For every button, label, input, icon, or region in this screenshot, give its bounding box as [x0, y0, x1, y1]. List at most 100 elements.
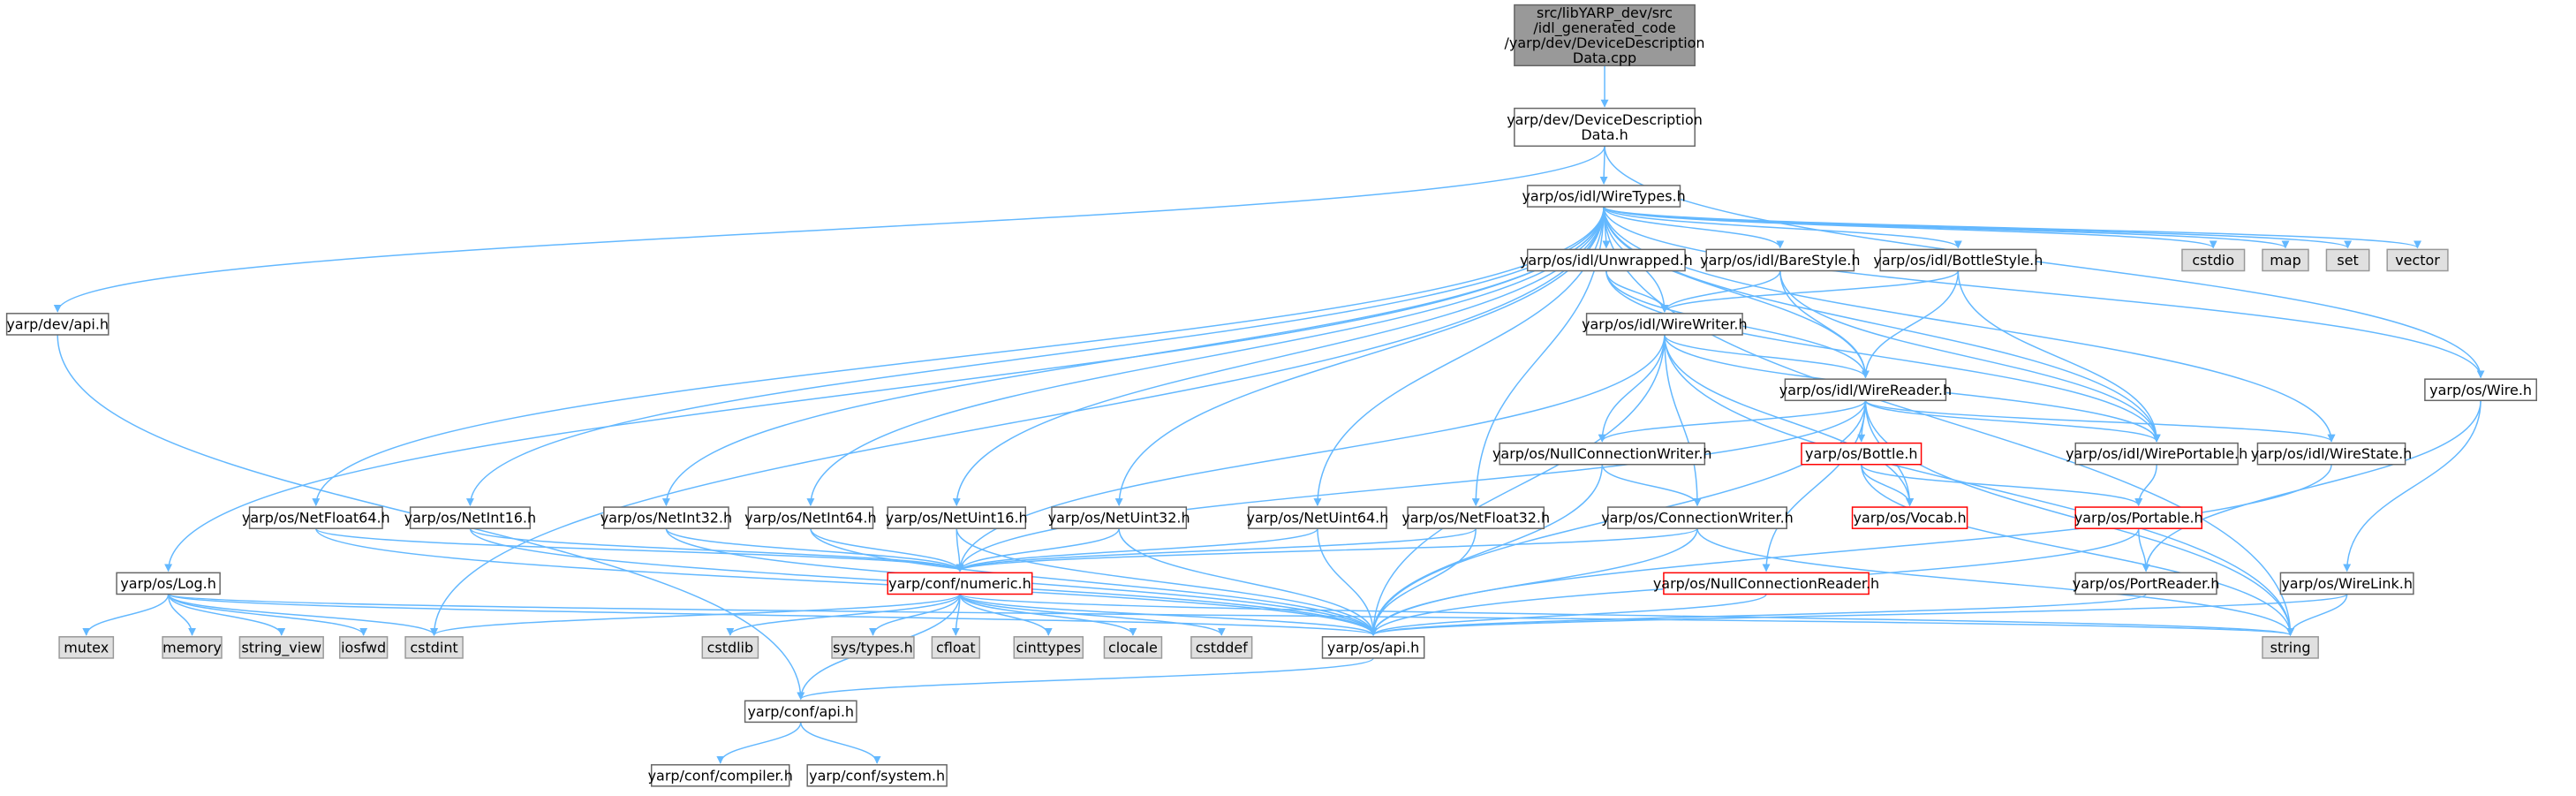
- file-node: yarp/os/NetUint16.h: [886, 506, 1028, 529]
- dependency-edge: [1861, 464, 1915, 507]
- dependency-edge: [430, 207, 1605, 636]
- file-node: yarp/os/idl/WireState.h: [2251, 442, 2412, 466]
- node-label: yarp/os/ConnectionWriter.h: [1601, 510, 1794, 527]
- node-label: Data.h: [1581, 126, 1628, 143]
- node-label: cstdint: [410, 639, 457, 656]
- node-label: string_view: [241, 639, 321, 656]
- dependency-edge: [869, 594, 961, 636]
- file-node: vector: [2386, 248, 2449, 272]
- node-box: [1514, 4, 1696, 67]
- node-box: [409, 506, 531, 529]
- dependency-edge: [466, 207, 1605, 507]
- node-label: yarp/os/NullConnectionReader.h: [1653, 575, 1879, 592]
- node-label: yarp/os/idl/BottleStyle.h: [1873, 252, 2043, 269]
- node-label: cstddef: [1196, 639, 1248, 656]
- node-box: [744, 700, 857, 724]
- node-label: yarp/os/idl/WireTypes.h: [1522, 188, 1685, 205]
- node-box: [2424, 378, 2537, 402]
- file-node: yarp/os/NetInt64.h: [744, 506, 877, 529]
- file-node: mutex: [58, 636, 115, 659]
- file-node: yarp/os/idl/WireReader.h: [1779, 378, 1952, 402]
- node-label: cstdlib: [707, 639, 754, 656]
- node-box: [1051, 506, 1188, 529]
- node-label: yarp/os/NetInt32.h: [601, 510, 732, 527]
- node-box: [58, 636, 115, 659]
- node-box: [1514, 107, 1696, 148]
- node-box: [2074, 506, 2202, 529]
- file-node: yarp/os/NullConnectionWriter.h: [1492, 442, 1712, 466]
- node-label: /yarp/dev/DeviceDescription: [1505, 34, 1705, 51]
- file-node: yarp/os/PortReader.h: [2073, 572, 2220, 595]
- file-node: sys/types.h: [831, 636, 915, 659]
- file-node: yarp/conf/api.h: [744, 700, 857, 724]
- node-label: /idl_generated_code: [1533, 19, 1675, 37]
- node-label: memory: [162, 639, 222, 656]
- node-label: yarp/conf/numeric.h: [888, 575, 1031, 592]
- file-node: memory: [162, 636, 223, 659]
- dependency-edge: [1664, 334, 1702, 507]
- dependency-edge: [1660, 270, 1960, 313]
- dependency-edge: [312, 207, 1605, 507]
- file-node: yarp/os/NetUint32.h: [1048, 506, 1190, 529]
- node-box: [248, 506, 383, 529]
- file-node: yarp/os/Wire.h: [2424, 378, 2537, 402]
- file-node: clocale: [1103, 636, 1163, 659]
- node-label: yarp/os/api.h: [1327, 639, 1419, 656]
- file-node: yarp/conf/numeric.h: [887, 572, 1033, 595]
- dependency-edge: [1369, 528, 1698, 636]
- node-label: set: [2337, 252, 2358, 269]
- file-node: yarp/os/NetUint64.h: [1247, 506, 1388, 529]
- dependency-edge: [800, 722, 881, 764]
- dependency-edge: [726, 594, 961, 636]
- file-node: yarp/os/api.h: [1321, 636, 1425, 659]
- dependency-edge: [1664, 334, 1870, 379]
- node-box: [2386, 248, 2449, 272]
- file-node: yarp/os/NetFloat32.h: [1401, 506, 1550, 529]
- dependency-edge: [959, 594, 1137, 636]
- node-box: [2325, 248, 2370, 272]
- dependency-edge: [1861, 464, 2294, 636]
- dependency-edge: [956, 527, 1477, 572]
- file-node: yarp/os/Log.h: [116, 572, 221, 595]
- node-box: [931, 636, 980, 659]
- node-box: [1879, 248, 2037, 272]
- dependency-edge: [665, 527, 964, 572]
- node-box: [1851, 506, 1968, 529]
- dependency-edge: [1660, 270, 1781, 313]
- dependency-edge: [2137, 528, 2150, 572]
- node-box: [1013, 636, 1084, 659]
- node-label: yarp/os/NetFloat64.h: [242, 510, 390, 527]
- dependency-edge: [716, 722, 802, 764]
- node-box: [1321, 636, 1425, 659]
- dependency-edge: [1369, 464, 1603, 636]
- dependency-edge: [1861, 464, 2143, 507]
- file-node: yarp/os/WireLink.h: [2279, 572, 2414, 595]
- node-label: cstdio: [2192, 252, 2234, 269]
- file-node: map: [2262, 248, 2309, 272]
- node-box: [2256, 442, 2406, 466]
- dependency-edge: [1864, 399, 2161, 443]
- node-box: [162, 636, 223, 659]
- dependency-edge: [1957, 270, 2161, 443]
- node-label: iosfwd: [341, 639, 386, 656]
- dependency-edge: [956, 527, 1120, 572]
- node-box: [701, 636, 759, 659]
- dependency-edge: [2142, 400, 2482, 572]
- node-box: [1784, 378, 1947, 402]
- file-node: cstdlib: [701, 636, 759, 659]
- node-label: src/libYARP_dev/src: [1537, 4, 1673, 22]
- node-box: [1407, 506, 1545, 529]
- node-label: yarp/conf/system.h: [809, 767, 945, 784]
- node-label: yarp/os/NetUint16.h: [886, 510, 1028, 527]
- node-label: yarp/os/NetUint32.h: [1048, 510, 1190, 527]
- node-label: yarp/os/PortReader.h: [2073, 575, 2220, 592]
- node-label: Data.cpp: [1573, 49, 1636, 66]
- file-node: yarp/os/NetInt32.h: [601, 506, 732, 529]
- node-label: yarp/os/idl/WireWriter.h: [1582, 315, 1748, 332]
- file-node: yarp/os/idl/BottleStyle.h: [1873, 248, 2043, 272]
- file-node: yarp/os/ConnectionWriter.h: [1601, 506, 1794, 529]
- dependency-edge: [167, 594, 438, 636]
- dependency-edge: [1369, 593, 2147, 636]
